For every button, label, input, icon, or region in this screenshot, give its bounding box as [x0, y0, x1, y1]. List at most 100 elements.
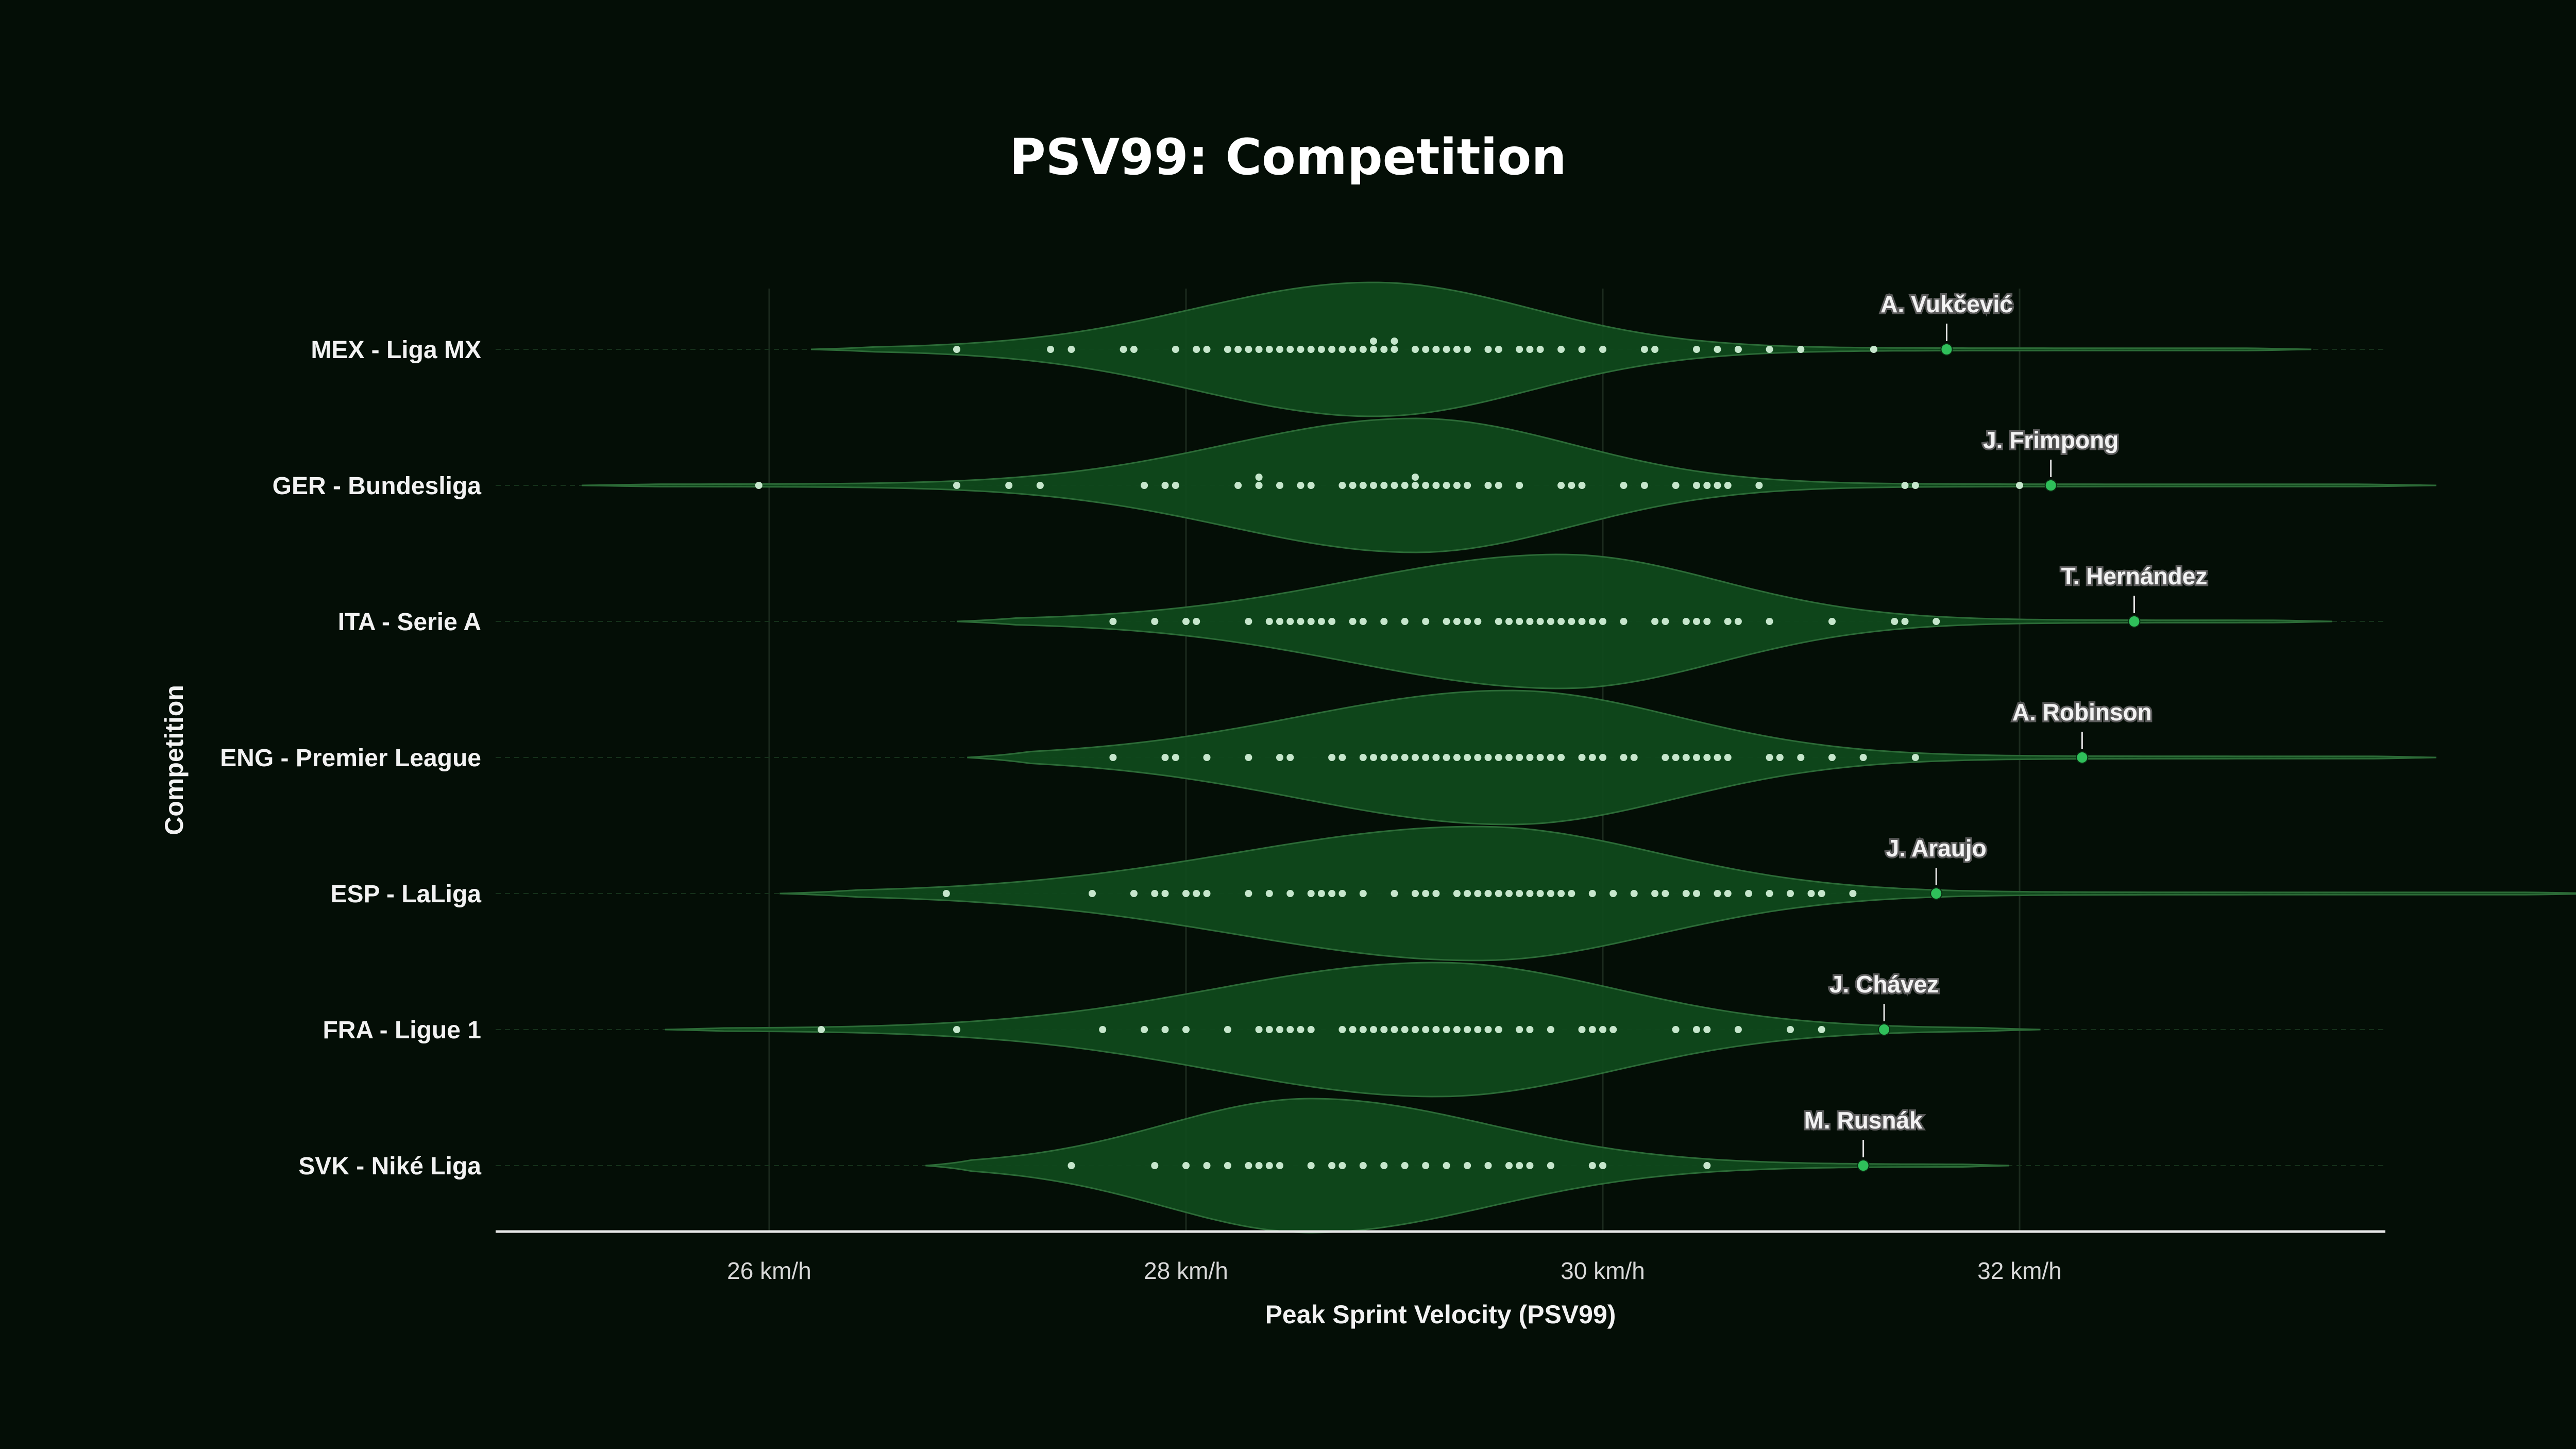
category-label: SVK - Niké Liga — [298, 1153, 481, 1180]
data-point — [1849, 890, 1857, 897]
data-point — [1193, 890, 1200, 897]
data-point — [1599, 618, 1606, 625]
data-point — [1536, 346, 1544, 353]
data-point — [1276, 346, 1283, 353]
data-point — [1161, 482, 1169, 489]
data-point — [1505, 890, 1513, 897]
data-point — [1328, 754, 1336, 761]
player-annotation: J. Araujo — [1886, 835, 1987, 862]
data-point — [1203, 890, 1211, 897]
data-point — [1193, 346, 1200, 353]
data-point — [1620, 482, 1628, 489]
data-point — [1651, 618, 1659, 625]
data-point — [1651, 346, 1659, 353]
data-point — [1317, 346, 1325, 353]
data-point — [1265, 618, 1273, 625]
data-point — [1464, 1026, 1471, 1033]
data-point — [1265, 1162, 1273, 1169]
data-point — [1526, 1162, 1534, 1169]
data-point — [1901, 618, 1909, 625]
category-label: ENG - Premier League — [220, 745, 481, 772]
data-point — [1703, 754, 1711, 761]
data-point — [1724, 482, 1732, 489]
data-point — [1255, 474, 1263, 481]
data-point — [1203, 346, 1211, 353]
violin-shape — [779, 825, 2576, 962]
data-point — [1505, 1162, 1513, 1169]
data-point — [1557, 754, 1565, 761]
data-point — [1859, 754, 1867, 761]
data-point — [1443, 754, 1450, 761]
data-point — [1484, 754, 1492, 761]
data-point — [1120, 346, 1127, 353]
data-point — [1422, 754, 1430, 761]
data-point — [1557, 890, 1565, 897]
data-point — [1338, 482, 1346, 489]
data-point — [1693, 1026, 1700, 1033]
data-point — [1526, 346, 1534, 353]
data-point — [1286, 618, 1294, 625]
category-label: ITA - Serie A — [338, 609, 481, 636]
data-point — [1484, 1026, 1492, 1033]
data-point — [1401, 754, 1409, 761]
data-point — [1672, 1026, 1680, 1033]
data-point — [1151, 890, 1159, 897]
data-point — [1682, 618, 1690, 625]
data-point — [1662, 754, 1669, 761]
highlight-point — [1878, 1023, 1891, 1036]
player-annotation: M. Rusnák — [1804, 1107, 1923, 1134]
data-point — [1432, 1026, 1440, 1033]
data-point — [1255, 1162, 1263, 1169]
data-point — [1245, 346, 1252, 353]
data-point — [1818, 890, 1825, 897]
data-point — [1724, 618, 1732, 625]
data-point — [1474, 890, 1482, 897]
data-point — [1588, 754, 1596, 761]
data-point — [1620, 754, 1628, 761]
data-point — [1557, 618, 1565, 625]
data-point — [1693, 890, 1700, 897]
data-point — [1245, 618, 1252, 625]
player-annotation: A. Vukčević — [1880, 291, 2013, 317]
data-point — [1265, 890, 1273, 897]
data-point — [1422, 346, 1430, 353]
data-point — [1578, 482, 1586, 489]
data-point — [1911, 754, 1919, 761]
data-point — [1703, 482, 1711, 489]
data-point — [1412, 890, 1419, 897]
x-tick-label: 26 km/h — [727, 1257, 811, 1284]
data-point — [1609, 890, 1617, 897]
data-point — [1505, 618, 1513, 625]
data-point — [1443, 1162, 1450, 1169]
player-annotation: J. Chávez — [1829, 971, 1939, 998]
data-point — [1380, 1026, 1388, 1033]
data-point — [1067, 1162, 1075, 1169]
data-point — [1401, 1026, 1409, 1033]
data-point — [1547, 618, 1554, 625]
data-point — [1776, 754, 1784, 761]
x-ticks: 26 km/h 28 km/h 30 km/h 32 km/h — [727, 1257, 2062, 1284]
data-point — [1714, 482, 1721, 489]
data-point — [1047, 346, 1055, 353]
data-point — [1693, 618, 1700, 625]
data-point — [1526, 1026, 1534, 1033]
data-point — [1234, 482, 1242, 489]
data-point — [1276, 618, 1283, 625]
data-point — [1484, 890, 1492, 897]
data-point — [1349, 482, 1357, 489]
data-point — [755, 482, 762, 489]
data-point — [1172, 346, 1179, 353]
data-point — [1422, 482, 1430, 489]
highlight-point — [1940, 343, 1953, 356]
data-point — [1464, 346, 1471, 353]
data-point — [1516, 1162, 1523, 1169]
data-point — [1422, 1162, 1430, 1169]
data-point — [1516, 754, 1523, 761]
data-point — [1724, 754, 1732, 761]
data-point — [1234, 346, 1242, 353]
data-point — [1391, 1026, 1398, 1033]
data-point — [1797, 754, 1805, 761]
data-point — [1495, 1026, 1502, 1033]
data-point — [1067, 346, 1075, 353]
data-point — [1286, 1026, 1294, 1033]
